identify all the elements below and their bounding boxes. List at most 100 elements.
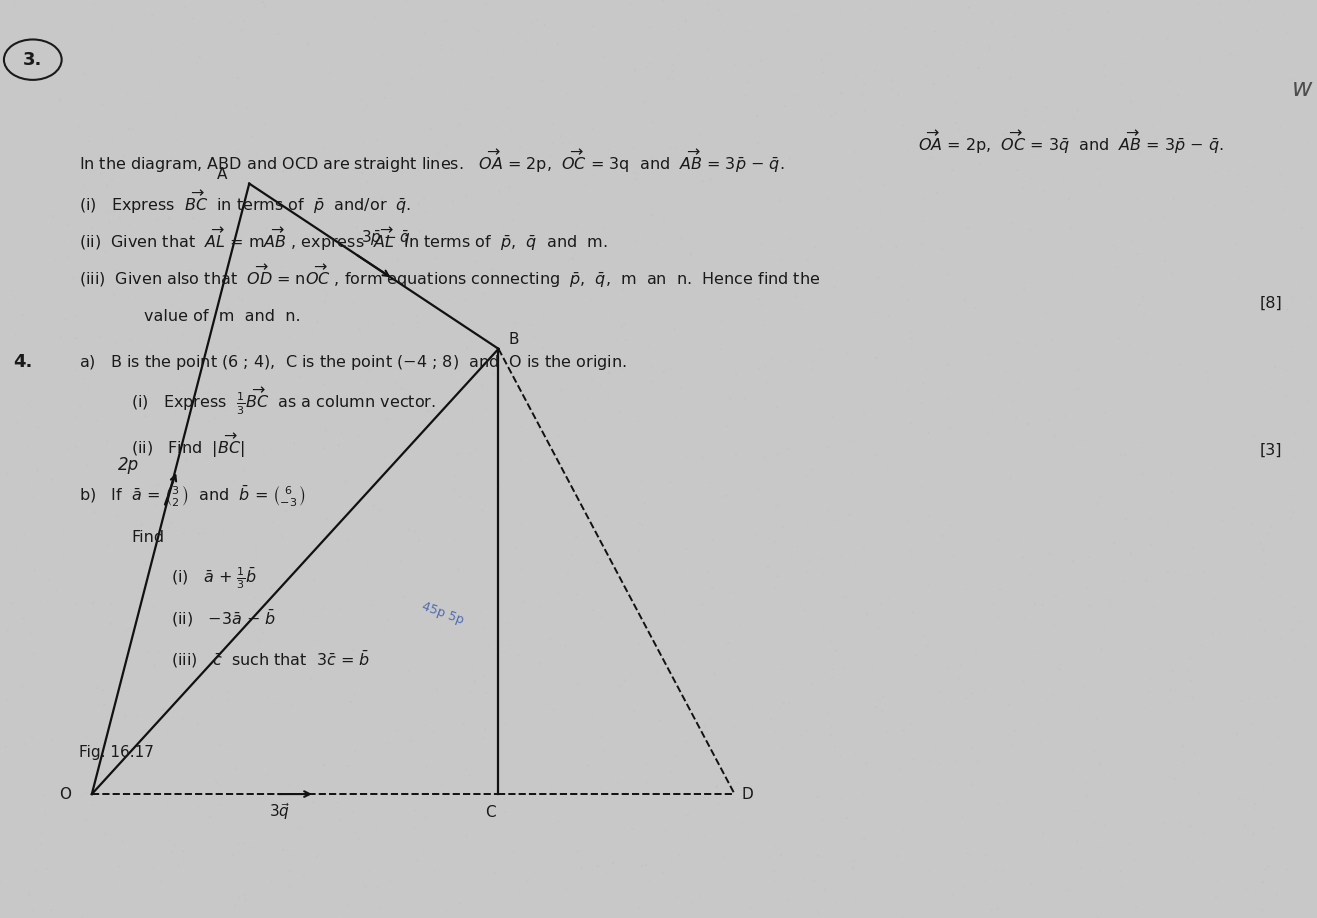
Point bbox=[1127, 191, 1148, 206]
Point bbox=[248, 158, 269, 173]
Point bbox=[70, 399, 91, 414]
Point bbox=[1038, 626, 1059, 641]
Point bbox=[1115, 54, 1137, 69]
Point bbox=[691, 598, 712, 612]
Point bbox=[1183, 23, 1204, 38]
Point bbox=[1179, 568, 1200, 583]
Point bbox=[257, 145, 278, 160]
Point bbox=[1280, 483, 1301, 498]
Point bbox=[182, 432, 203, 447]
Point bbox=[13, 357, 34, 372]
Point bbox=[424, 865, 445, 879]
Point bbox=[1197, 374, 1218, 388]
Point bbox=[955, 292, 976, 307]
Point bbox=[768, 464, 789, 478]
Point bbox=[672, 592, 693, 607]
Point bbox=[445, 873, 466, 888]
Point bbox=[80, 392, 101, 407]
Point bbox=[377, 194, 398, 208]
Point bbox=[373, 47, 394, 62]
Point bbox=[897, 292, 918, 307]
Point bbox=[68, 437, 90, 452]
Point bbox=[33, 759, 54, 774]
Point bbox=[844, 433, 865, 448]
Point bbox=[8, 181, 29, 196]
Point bbox=[668, 847, 689, 862]
Point bbox=[144, 658, 165, 673]
Point bbox=[597, 867, 618, 881]
Point bbox=[387, 320, 408, 335]
Point bbox=[965, 758, 986, 773]
Point bbox=[389, 52, 410, 67]
Point bbox=[22, 260, 43, 274]
Point bbox=[402, 71, 423, 85]
Point bbox=[822, 670, 843, 685]
Point bbox=[734, 78, 755, 93]
Point bbox=[1146, 596, 1167, 610]
Point bbox=[797, 756, 818, 771]
Point bbox=[63, 22, 84, 37]
Point bbox=[1031, 12, 1052, 27]
Point bbox=[0, 792, 11, 807]
Point bbox=[644, 800, 665, 815]
Point bbox=[1295, 616, 1316, 631]
Point bbox=[957, 36, 979, 50]
Point bbox=[1221, 47, 1242, 62]
Point bbox=[371, 191, 392, 206]
Point bbox=[672, 17, 693, 32]
Point bbox=[605, 276, 626, 291]
Point bbox=[1238, 54, 1259, 69]
Point bbox=[668, 890, 689, 905]
Point bbox=[710, 341, 731, 356]
Point bbox=[369, 502, 390, 517]
Point bbox=[1009, 547, 1030, 562]
Point bbox=[121, 710, 142, 724]
Point bbox=[529, 339, 551, 353]
Point bbox=[882, 83, 903, 97]
Point bbox=[732, 371, 753, 386]
Point bbox=[836, 549, 857, 564]
Point bbox=[701, 711, 722, 725]
Point bbox=[328, 673, 349, 688]
Point bbox=[38, 685, 59, 700]
Point bbox=[1129, 41, 1150, 56]
Point bbox=[192, 136, 213, 151]
Point bbox=[670, 230, 691, 245]
Point bbox=[174, 20, 195, 35]
Point bbox=[802, 463, 823, 477]
Point bbox=[528, 716, 549, 731]
Point bbox=[1283, 173, 1304, 187]
Point bbox=[593, 251, 614, 265]
Point bbox=[915, 59, 936, 73]
Point bbox=[344, 688, 365, 702]
Point bbox=[169, 858, 190, 873]
Point bbox=[871, 51, 892, 66]
Point bbox=[918, 425, 939, 440]
Point bbox=[1293, 168, 1314, 183]
Point bbox=[950, 874, 971, 889]
Point bbox=[396, 530, 417, 544]
Point bbox=[209, 291, 230, 306]
Point bbox=[504, 316, 525, 330]
Point bbox=[228, 835, 249, 850]
Point bbox=[595, 345, 616, 360]
Point bbox=[982, 403, 1004, 418]
Point bbox=[792, 302, 813, 317]
Point bbox=[1094, 818, 1115, 833]
Point bbox=[1033, 120, 1054, 135]
Point bbox=[1295, 639, 1316, 654]
Point bbox=[1102, 579, 1123, 594]
Point bbox=[932, 630, 954, 644]
Point bbox=[1098, 212, 1119, 227]
Point bbox=[1134, 306, 1155, 320]
Point bbox=[1143, 225, 1164, 240]
Point bbox=[766, 741, 788, 756]
Point bbox=[975, 848, 996, 863]
Point bbox=[1233, 10, 1254, 25]
Point bbox=[971, 767, 992, 782]
Point bbox=[457, 338, 478, 353]
Point bbox=[460, 490, 481, 505]
Point bbox=[4, 0, 25, 13]
Point bbox=[290, 370, 311, 385]
Point bbox=[184, 243, 205, 258]
